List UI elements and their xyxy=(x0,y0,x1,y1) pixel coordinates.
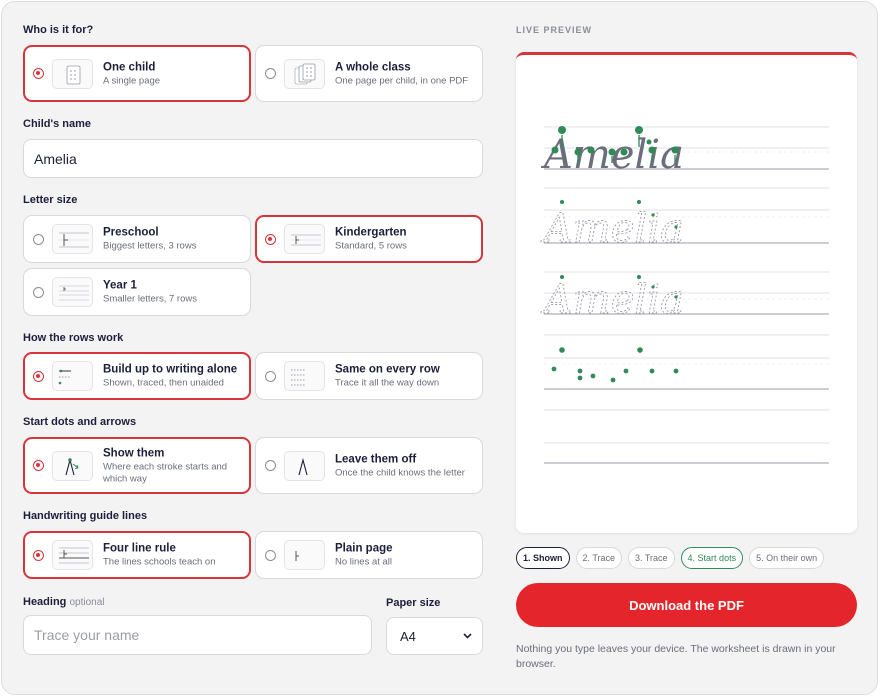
single-page-icon xyxy=(52,58,93,89)
option-title: One child xyxy=(103,61,156,73)
dots-option-show[interactable]: Show them Where each stroke starts and wh… xyxy=(23,437,251,494)
option-subtitle: One page per child, in one PDF xyxy=(335,75,469,86)
radio-button[interactable] xyxy=(265,460,276,471)
optional-hint: optional xyxy=(69,597,105,608)
radio-button[interactable] xyxy=(33,460,44,471)
word-row-trace-1: Amelia xyxy=(540,206,684,252)
radio-button[interactable] xyxy=(265,370,276,382)
multi-page-icon xyxy=(284,58,325,89)
radio-button[interactable] xyxy=(33,370,44,382)
rows-option-same[interactable]: Same on every row Trace it all the way do… xyxy=(255,352,483,400)
radio-button[interactable] xyxy=(33,233,44,245)
option-title: Leave them off xyxy=(335,453,417,465)
option-subtitle: Once the child knows the letter xyxy=(335,467,465,478)
heading-label-text: Heading xyxy=(23,596,67,608)
chevron-down-icon xyxy=(463,633,472,639)
medium-letter-lines-icon xyxy=(284,224,325,254)
start-dots-row1 xyxy=(551,126,679,156)
radio-button[interactable] xyxy=(33,286,44,298)
option-subtitle: Standard, 5 rows xyxy=(335,240,407,252)
same-rows-icon xyxy=(284,361,325,391)
step-pill-trace-2[interactable]: 3. Trace xyxy=(628,547,675,569)
size-option-kindergarten[interactable]: Kindergarten Standard, 5 rows xyxy=(255,215,483,263)
big-letter-lines-icon xyxy=(52,224,93,254)
step-pill-start-dots[interactable]: 4. Start dots xyxy=(680,547,744,569)
child-name-input[interactable]: Amelia xyxy=(23,139,483,178)
paper-size-select[interactable]: A4 xyxy=(386,617,483,655)
heading-input[interactable]: Trace your name xyxy=(23,615,372,655)
size-option-year1[interactable]: Year 1 Smaller letters, 7 rows xyxy=(23,268,251,316)
rows-label: How the rows work xyxy=(23,332,124,344)
live-preview-label: LIVE PREVIEW xyxy=(516,25,593,35)
option-title: A whole class xyxy=(335,61,411,73)
four-line-icon xyxy=(52,540,93,570)
option-title: Build up to writing alone xyxy=(103,363,238,376)
option-subtitle: No lines at all xyxy=(335,556,393,568)
radio-button[interactable] xyxy=(265,68,276,79)
worksheet-preview: Amelia Amelia Amelia xyxy=(516,52,857,533)
option-title: Same on every row xyxy=(335,363,440,376)
option-subtitle: Smaller letters, 7 rows xyxy=(103,293,197,305)
small-letter-lines-icon xyxy=(52,277,93,307)
option-subtitle: Where each stroke starts and which way xyxy=(103,461,228,484)
guides-label: Handwriting guide lines xyxy=(23,510,148,522)
step-pill-shown[interactable]: 1. Shown xyxy=(516,547,570,569)
step-pill-trace-1[interactable]: 2. Trace xyxy=(575,547,623,569)
word-row-trace-2: Amelia xyxy=(540,277,684,323)
heading-label: Heading optional xyxy=(23,596,105,608)
plain-page-icon xyxy=(284,540,325,570)
option-subtitle: Trace it all the way down xyxy=(335,377,440,389)
radio-button[interactable] xyxy=(265,549,276,561)
step-pills: 1. Shown 2. Trace 3. Trace 4. Start dots… xyxy=(516,547,825,569)
option-subtitle: The lines schools teach on xyxy=(103,556,216,568)
letter-size-label: Letter size xyxy=(23,194,78,206)
radio-button[interactable] xyxy=(33,549,44,561)
who-label: Who is it for? xyxy=(23,24,94,36)
option-title: Four line rule xyxy=(103,542,176,555)
option-subtitle: A single page xyxy=(103,75,161,86)
start-dots-only-row xyxy=(551,347,679,383)
option-title: Plain page xyxy=(335,542,393,555)
plain-letter-icon xyxy=(284,450,325,481)
child-name-label: Child's name xyxy=(23,118,92,130)
option-title: Kindergarten xyxy=(335,226,407,239)
radio-button[interactable] xyxy=(265,233,276,245)
guides-option-plain[interactable]: Plain page No lines at all xyxy=(255,531,483,579)
privacy-note: Nothing you type leaves your device. The… xyxy=(516,643,836,670)
dots-option-leave-off[interactable]: Leave them off Once the child knows the l… xyxy=(255,437,483,494)
paper-size-value: A4 xyxy=(400,628,416,644)
download-pdf-button[interactable]: Download the PDF xyxy=(516,583,857,627)
rows-option-build-up[interactable]: Build up to writing alone Shown, traced, … xyxy=(23,352,251,400)
who-option-one-child[interactable]: One child A single page xyxy=(23,45,251,102)
option-title: Preschool xyxy=(103,226,159,239)
guides-option-four-line[interactable]: Four line rule The lines schools teach on xyxy=(23,531,251,579)
dots-label: Start dots and arrows xyxy=(23,416,137,428)
option-subtitle: Biggest letters, 3 rows xyxy=(103,240,197,252)
build-up-rows-icon xyxy=(52,361,93,391)
start-dot-arrow-icon xyxy=(52,450,93,481)
option-subtitle: Shown, traced, then unaided xyxy=(103,377,224,389)
option-title: Year 1 xyxy=(103,279,137,292)
step-pill-own[interactable]: 5. On their own xyxy=(749,547,825,569)
paper-size-label: Paper size xyxy=(386,597,441,609)
who-option-whole-class[interactable]: A whole class One page per child, in one … xyxy=(255,45,483,102)
worksheet-canvas: Amelia Amelia Amelia xyxy=(540,126,829,464)
option-title: Show them xyxy=(103,447,165,459)
size-option-preschool[interactable]: Preschool Biggest letters, 3 rows xyxy=(23,215,251,263)
radio-button[interactable] xyxy=(33,68,44,79)
